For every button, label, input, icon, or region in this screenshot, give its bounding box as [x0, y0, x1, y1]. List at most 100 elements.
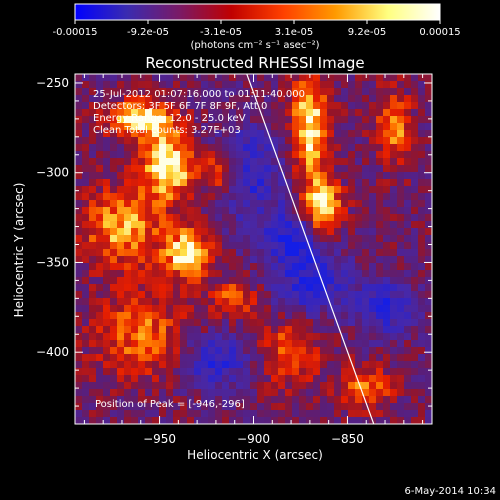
heatmap-cell: [208, 256, 215, 263]
heatmap-cell: [243, 263, 250, 270]
heatmap-cell: [96, 284, 103, 291]
heatmap-cell: [348, 319, 355, 326]
heatmap-cell: [334, 109, 341, 116]
heatmap-cell: [362, 417, 369, 424]
heatmap-cell: [285, 81, 292, 88]
colorbar-unit: (photons cm⁻² s⁻¹ asec⁻²): [190, 40, 319, 51]
heatmap-cell: [313, 417, 320, 424]
heatmap-cell: [152, 81, 159, 88]
heatmap-cell: [75, 200, 82, 207]
heatmap-cell: [299, 375, 306, 382]
colorbar-tick-label: 3.1e-05: [275, 27, 313, 38]
heatmap-cell: [96, 298, 103, 305]
heatmap-cell: [383, 123, 390, 130]
heatmap-cell: [89, 158, 96, 165]
heatmap-cell: [383, 361, 390, 368]
heatmap-cell: [348, 221, 355, 228]
heatmap-cell: [376, 158, 383, 165]
heatmap-cell: [348, 123, 355, 130]
heatmap-cell: [145, 123, 152, 130]
heatmap-cell: [313, 249, 320, 256]
heatmap-cell: [131, 354, 138, 361]
heatmap-cell: [131, 228, 138, 235]
heatmap-cell: [278, 235, 285, 242]
heatmap-cell: [334, 144, 341, 151]
heatmap-cell: [103, 298, 110, 305]
heatmap-cell: [110, 403, 117, 410]
heatmap-cell: [243, 74, 250, 81]
heatmap-cell: [96, 256, 103, 263]
heatmap-cell: [341, 102, 348, 109]
heatmap-cell: [243, 347, 250, 354]
heatmap-cell: [418, 123, 425, 130]
heatmap-cell: [376, 354, 383, 361]
heatmap-cell: [222, 410, 229, 417]
heatmap-cell: [229, 179, 236, 186]
heatmap-cell: [362, 382, 369, 389]
heatmap-cell: [418, 186, 425, 193]
heatmap-cell: [215, 277, 222, 284]
heatmap-cell: [257, 116, 264, 123]
heatmap-cell: [166, 375, 173, 382]
heatmap-cell: [418, 256, 425, 263]
heatmap-cell: [152, 200, 159, 207]
heatmap-cell: [131, 340, 138, 347]
heatmap-cell: [362, 200, 369, 207]
heatmap-cell: [124, 382, 131, 389]
heatmap-cell: [103, 165, 110, 172]
heatmap-cell: [355, 270, 362, 277]
heatmap-cell: [320, 137, 327, 144]
heatmap-cell: [341, 242, 348, 249]
heatmap-cell: [82, 312, 89, 319]
heatmap-cell: [411, 207, 418, 214]
heatmap-cell: [103, 158, 110, 165]
heatmap-cell: [425, 214, 432, 221]
heatmap-cell: [264, 368, 271, 375]
heatmap-cell: [404, 109, 411, 116]
heatmap-cell: [355, 326, 362, 333]
heatmap-cell: [411, 312, 418, 319]
heatmap-cell: [187, 256, 194, 263]
heatmap-cell: [320, 193, 327, 200]
heatmap-cell: [313, 123, 320, 130]
heatmap-cell: [145, 88, 152, 95]
heatmap-cell: [320, 284, 327, 291]
heatmap-cell: [341, 347, 348, 354]
heatmap-cell: [75, 144, 82, 151]
heatmap-cell: [145, 151, 152, 158]
heatmap-cell: [299, 410, 306, 417]
heatmap-cell: [418, 263, 425, 270]
heatmap-cell: [131, 242, 138, 249]
heatmap-cell: [236, 221, 243, 228]
heatmap-cell: [348, 361, 355, 368]
heatmap-cell: [208, 340, 215, 347]
heatmap-cell: [334, 151, 341, 158]
heatmap-cell: [159, 249, 166, 256]
heatmap-cell: [243, 123, 250, 130]
heatmap-cell: [103, 326, 110, 333]
heatmap-cell: [82, 228, 89, 235]
heatmap-cell: [418, 396, 425, 403]
heatmap-cell: [341, 284, 348, 291]
heatmap-cell: [285, 326, 292, 333]
heatmap-cell: [278, 116, 285, 123]
heatmap-cell: [215, 326, 222, 333]
heatmap-cell: [292, 256, 299, 263]
heatmap-cell: [201, 305, 208, 312]
heatmap-cell: [292, 242, 299, 249]
heatmap-cell: [397, 116, 404, 123]
heatmap-cell: [159, 123, 166, 130]
heatmap-cell: [383, 88, 390, 95]
heatmap-cell: [194, 305, 201, 312]
heatmap-cell: [82, 333, 89, 340]
heatmap-cell: [75, 137, 82, 144]
heatmap-cell: [404, 144, 411, 151]
heatmap-cell: [376, 207, 383, 214]
heatmap-cell: [362, 256, 369, 263]
heatmap-cell: [208, 158, 215, 165]
heatmap-cell: [187, 263, 194, 270]
heatmap-cell: [264, 291, 271, 298]
heatmap-cell: [173, 263, 180, 270]
heatmap-cell: [117, 319, 124, 326]
heatmap-cell: [138, 249, 145, 256]
